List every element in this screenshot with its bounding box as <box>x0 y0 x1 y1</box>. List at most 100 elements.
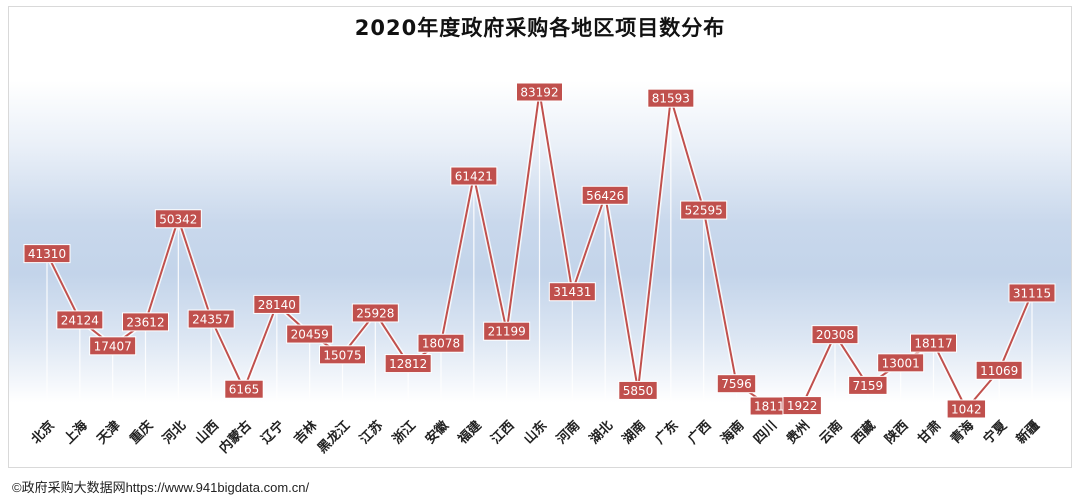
data-label-box <box>516 82 563 102</box>
line-chart: 41310 24124 17407 23612 50342 24357 6165 28140 2… <box>23 82 1056 457</box>
data-label-box <box>154 209 202 229</box>
data-label-text: 5850 <box>623 384 654 398</box>
x-tick-label: 北京 <box>28 418 58 448</box>
data-label-box <box>286 324 334 344</box>
data-label-box <box>89 336 137 356</box>
x-tick-label: 河北 <box>159 418 189 448</box>
x-tick-label: 黑龙江 <box>314 418 353 457</box>
x-tick-label: 山东 <box>521 418 551 448</box>
data-label-box <box>122 312 169 332</box>
data-label-box <box>1008 283 1056 303</box>
data-label-text: 50342 <box>159 212 197 226</box>
x-tick-label: 辽宁 <box>258 418 288 448</box>
data-label: 18117 <box>910 333 957 353</box>
x-tick-label: 青海 <box>947 418 977 448</box>
x-tick-label: 浙江 <box>389 418 419 448</box>
data-label-box <box>848 375 888 395</box>
data-label-box <box>56 310 104 330</box>
data-label: 6165 <box>224 379 264 399</box>
data-label-text: 15075 <box>323 348 361 362</box>
data-label-box <box>680 200 728 220</box>
source-footer: ©政府采购大数据网https://www.941bigdata.com.cn/ <box>12 480 310 495</box>
x-tick-label: 上海 <box>61 418 91 448</box>
data-label-text: 1922 <box>787 399 818 413</box>
data-label-text: 24124 <box>61 313 99 327</box>
x-tick-label: 云南 <box>816 418 846 448</box>
data-label-box <box>975 360 1023 380</box>
data-label-text: 11069 <box>980 364 1018 378</box>
x-tick-label: 新疆 <box>1013 418 1043 448</box>
data-label-text: 12812 <box>389 357 427 371</box>
data-label-text: 18117 <box>914 337 952 351</box>
data-label: 56426 <box>581 185 629 205</box>
x-tick-label: 陕西 <box>882 418 912 448</box>
data-label: 20459 <box>286 324 334 344</box>
x-tick-label: 甘肃 <box>915 418 945 448</box>
data-label-box <box>224 379 264 399</box>
data-label-text: 24357 <box>192 313 230 327</box>
data-label-text: 20308 <box>816 328 854 342</box>
data-label: 11069 <box>975 360 1023 380</box>
x-tick-label: 江西 <box>488 418 518 448</box>
data-label-box <box>910 333 957 353</box>
data-label-text: 41310 <box>28 247 66 261</box>
data-label: 12812 <box>384 354 432 374</box>
data-label-text: 7159 <box>853 379 884 393</box>
data-label-text: 1042 <box>951 402 982 416</box>
data-label-text: 25928 <box>356 306 394 320</box>
data-label-box <box>877 353 925 373</box>
x-tick-label: 山西 <box>192 418 222 448</box>
x-tick-label: 西藏 <box>849 418 879 448</box>
data-label: 31115 <box>1008 283 1056 303</box>
data-label-text: 20459 <box>291 328 329 342</box>
x-tick-label: 内蒙古 <box>216 418 255 457</box>
data-label: 83192 <box>516 82 563 102</box>
data-label-box <box>187 309 235 329</box>
data-label: 24124 <box>56 310 104 330</box>
data-label-box <box>716 374 757 394</box>
data-label: 23612 <box>122 312 169 332</box>
x-tick-label: 吉林 <box>291 418 321 448</box>
data-label: 24357 <box>187 309 235 329</box>
data-label-box <box>946 399 987 419</box>
data-label-text: 52595 <box>685 204 723 218</box>
x-tick-label: 海南 <box>718 418 748 448</box>
data-label-box <box>581 185 629 205</box>
data-label: 18078 <box>417 333 465 353</box>
x-tick-label: 湖南 <box>619 418 649 448</box>
data-label-box <box>548 282 596 302</box>
data-label: 17407 <box>89 336 137 356</box>
data-label: 1042 <box>946 399 987 419</box>
data-label-text: 17407 <box>94 339 132 353</box>
data-label-box <box>417 333 465 353</box>
x-tick-label: 广东 <box>652 418 682 448</box>
chart-title: 2020年度政府采购各地区项目数分布 <box>354 16 726 40</box>
data-label: 5850 <box>618 380 658 400</box>
data-label-box <box>384 354 432 374</box>
data-label: 21199 <box>483 321 531 341</box>
data-label-text: 7596 <box>721 377 752 391</box>
x-tick-label: 四川 <box>751 418 780 447</box>
data-label: 1922 <box>782 396 822 416</box>
data-label: 15075 <box>319 345 366 365</box>
data-label: 52595 <box>680 200 728 220</box>
data-label-text: 83192 <box>520 86 558 100</box>
data-label: 50342 <box>154 209 202 229</box>
data-label: 41310 <box>23 244 71 264</box>
data-label-text: 13001 <box>882 356 920 370</box>
data-label-box <box>23 244 71 264</box>
x-tick-label: 宁夏 <box>980 417 1010 447</box>
data-label-text: 31115 <box>1013 286 1051 300</box>
data-label: 61421 <box>450 166 498 186</box>
data-label-text: 61421 <box>455 170 493 184</box>
data-label-box <box>782 396 822 416</box>
data-label-text: 31431 <box>553 285 591 299</box>
data-label-box <box>253 294 301 314</box>
data-label-text: 6165 <box>229 383 260 397</box>
data-label-box <box>483 321 531 341</box>
data-label: 28140 <box>253 294 301 314</box>
data-label: 7159 <box>848 375 888 395</box>
x-tick-label: 福建 <box>454 418 484 448</box>
data-label-box <box>811 325 859 345</box>
data-label-box <box>450 166 498 186</box>
